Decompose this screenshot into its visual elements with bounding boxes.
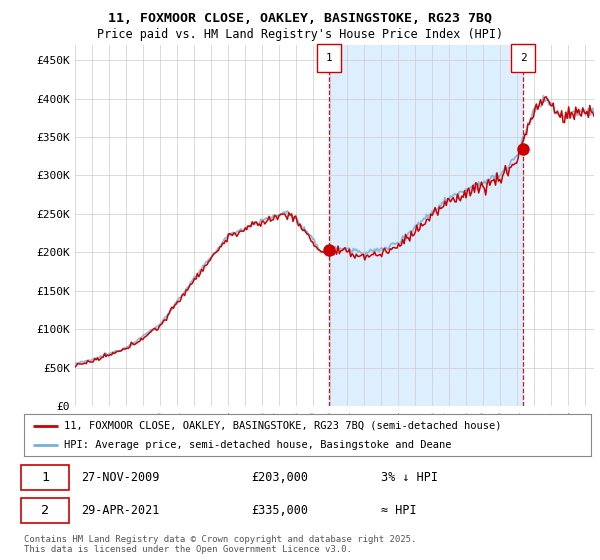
Text: ≈ HPI: ≈ HPI bbox=[381, 503, 417, 517]
Text: £203,000: £203,000 bbox=[251, 470, 308, 484]
Text: Contains HM Land Registry data © Crown copyright and database right 2025.
This d: Contains HM Land Registry data © Crown c… bbox=[24, 535, 416, 554]
FancyBboxPatch shape bbox=[21, 465, 70, 489]
Text: 11, FOXMOOR CLOSE, OAKLEY, BASINGSTOKE, RG23 7BQ: 11, FOXMOOR CLOSE, OAKLEY, BASINGSTOKE, … bbox=[108, 12, 492, 25]
Text: 11, FOXMOOR CLOSE, OAKLEY, BASINGSTOKE, RG23 7BQ (semi-detached house): 11, FOXMOOR CLOSE, OAKLEY, BASINGSTOKE, … bbox=[64, 421, 501, 431]
Text: £335,000: £335,000 bbox=[251, 503, 308, 517]
Text: 3% ↓ HPI: 3% ↓ HPI bbox=[381, 470, 438, 484]
Text: HPI: Average price, semi-detached house, Basingstoke and Deane: HPI: Average price, semi-detached house,… bbox=[64, 440, 451, 450]
Text: 1: 1 bbox=[325, 53, 332, 63]
Text: 29-APR-2021: 29-APR-2021 bbox=[80, 503, 159, 517]
FancyBboxPatch shape bbox=[317, 44, 341, 72]
Text: 1: 1 bbox=[41, 470, 49, 484]
FancyBboxPatch shape bbox=[511, 44, 535, 72]
Text: 2: 2 bbox=[41, 503, 49, 517]
Text: 27-NOV-2009: 27-NOV-2009 bbox=[80, 470, 159, 484]
Text: 2: 2 bbox=[520, 53, 526, 63]
Text: Price paid vs. HM Land Registry's House Price Index (HPI): Price paid vs. HM Land Registry's House … bbox=[97, 28, 503, 41]
FancyBboxPatch shape bbox=[21, 498, 70, 522]
Bar bbox=[329, 45, 523, 406]
